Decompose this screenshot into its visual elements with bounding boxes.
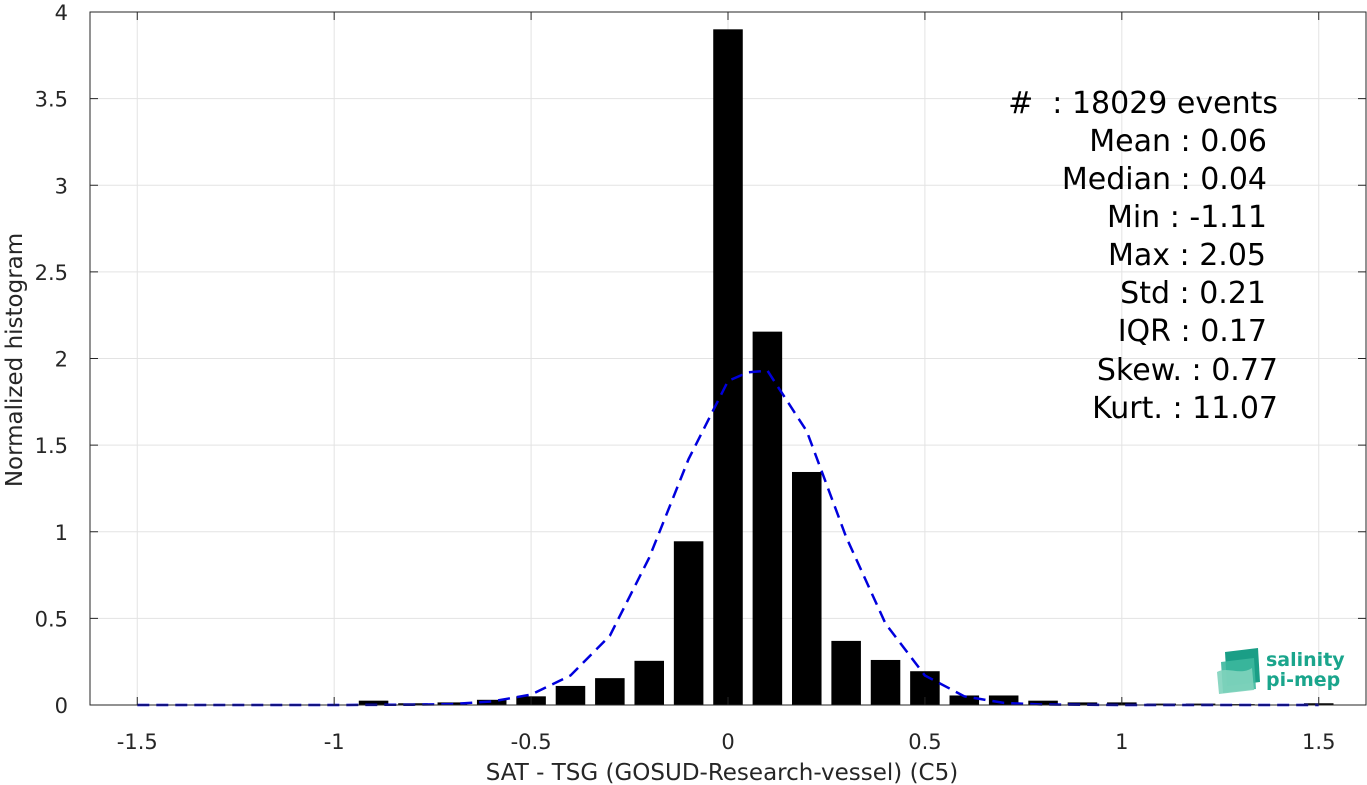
y-axis-label: Normalized histogram: [2, 233, 28, 487]
x-axis-label: SAT - TSG (GOSUD-Research-vessel) (C5): [486, 760, 958, 785]
histogram-bar: [1146, 703, 1176, 705]
x-tick-label: -1: [324, 730, 345, 754]
fit-curve-line: [137, 369, 1319, 707]
stat-median: Median : 0.04: [1062, 162, 1267, 197]
stat-skew: Skew. : 0.77: [1097, 353, 1278, 388]
x-tick-label: 1: [1115, 730, 1128, 754]
histogram-bar: [673, 541, 704, 705]
y-tick-label: 1.5: [35, 434, 68, 458]
stat-iqr: IQR : 0.17: [1118, 314, 1267, 349]
y-tick-label: 0.5: [35, 607, 68, 631]
y-tick-label: 1: [55, 521, 68, 545]
x-tick-label: -0.5: [511, 730, 552, 754]
histogram-bar: [476, 699, 507, 705]
histogram-bar: [831, 640, 861, 705]
y-tick-label: 3: [55, 174, 68, 198]
histogram-bar: [358, 700, 389, 705]
histogram-bar: [752, 331, 783, 705]
y-tick-label: 3.5: [35, 88, 68, 112]
histogram-bar: [949, 695, 980, 705]
histogram-bar: [791, 471, 822, 705]
y-tick-label: 0: [55, 694, 68, 718]
stat-min: Min : -1.11: [1107, 200, 1267, 235]
wave-logo-icon: [1217, 648, 1260, 694]
histogram-bar: [1067, 702, 1098, 705]
histogram-bar: [634, 660, 665, 705]
gaussian-fit-curve: [137, 369, 1319, 707]
logo-text-salinity: salinity: [1266, 649, 1345, 671]
stat-kurt: Kurt. : 11.07: [1092, 391, 1278, 426]
histogram-bar: [595, 678, 625, 705]
logo-text-pi-mep: pi-mep: [1266, 669, 1340, 691]
stats-annotations: # : 18029 events Mean : 0.06 Median : 0.…: [1008, 86, 1278, 426]
histogram-bar: [713, 29, 743, 705]
histogram-bar: [870, 659, 901, 705]
stat-std: Std : 0.21: [1120, 276, 1266, 311]
salinity-pi-mep-logo: salinity pi-mep: [1217, 648, 1345, 694]
x-tick-label: 0.5: [908, 730, 941, 754]
stat-max: Max : 2.05: [1108, 238, 1266, 273]
histogram-bar: [1028, 700, 1058, 705]
stat-events: # : 18029 events: [1008, 86, 1278, 121]
y-tick-label: 2: [55, 348, 68, 372]
histogram-bar: [988, 695, 1019, 705]
x-tick-label: 1.5: [1302, 730, 1335, 754]
y-tick-label: 2.5: [35, 261, 68, 285]
histogram-bar: [1185, 703, 1216, 705]
y-tick-label: 4: [55, 1, 68, 25]
histogram-bar: [555, 685, 586, 705]
x-tick-label: 0: [721, 730, 734, 754]
axis-ticks: -1.5 -1 -0.5 0 0.5 1 1.5 0 0.5 1 1.5 2 2.5 3 3.5 4: [35, 1, 1366, 754]
x-tick-label: -1.5: [117, 730, 158, 754]
stat-mean: Mean : 0.06: [1089, 124, 1267, 159]
histogram-bars: [358, 29, 1334, 706]
